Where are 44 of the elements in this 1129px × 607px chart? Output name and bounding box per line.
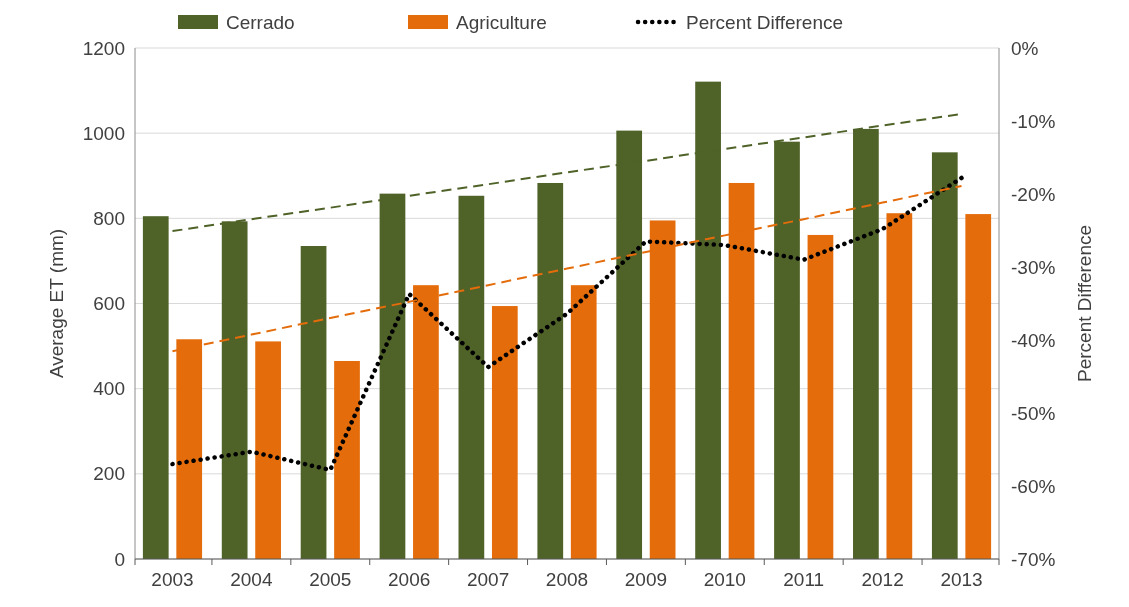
bar (300, 246, 327, 559)
line-series (170, 175, 964, 473)
y2-tick-label: -40% (1011, 329, 1056, 351)
y2-tick-label: -50% (1011, 402, 1056, 424)
bar (458, 195, 485, 559)
x-tick-label: 2007 (466, 569, 510, 590)
x-tick-label: 2004 (230, 569, 273, 590)
y2-tick-label: -60% (1011, 475, 1056, 497)
x-tick-label: 2008 (545, 569, 589, 590)
y2-tick-label: -20% (1011, 183, 1056, 205)
y-tick-label: 800 (93, 207, 125, 229)
y-tick-label: 200 (93, 463, 125, 485)
bar (334, 360, 360, 559)
y-tick-label: 600 (93, 293, 125, 315)
bar (886, 213, 913, 559)
legend-label: Cerrado (226, 11, 295, 33)
bar (537, 182, 564, 559)
bar (255, 341, 281, 559)
x-tick-label: 2013 (940, 569, 983, 590)
x-tick-label: 2006 (388, 569, 431, 590)
y2-tick-label: -10% (1011, 110, 1056, 132)
x-tick-label: 2009 (624, 569, 668, 590)
y2-tick-label: -70% (1011, 548, 1056, 570)
y2-tick-label: -30% (1011, 256, 1056, 278)
x-tick-label: 2011 (783, 569, 825, 590)
bar (807, 234, 834, 559)
legend-label: Agriculture (456, 11, 547, 33)
bar (570, 285, 597, 559)
y2-axis-title: Percent Difference (1074, 224, 1095, 383)
x-tick-label: 2010 (703, 569, 746, 590)
x-tick-label: 2003 (151, 569, 194, 590)
y-tick-label: 1000 (82, 122, 125, 144)
y-axis-title: Average ET (mm) (46, 228, 67, 379)
x-tick-label: 2005 (309, 569, 352, 590)
y-tick-label: 1200 (82, 37, 125, 59)
bar (142, 216, 169, 559)
y2-tick-label: 0% (1011, 37, 1039, 59)
y-tick-label: 400 (93, 378, 125, 400)
y-tick-label: 0 (114, 548, 125, 570)
bar (931, 152, 958, 559)
legend-label: Percent Difference (686, 11, 844, 33)
bar (491, 306, 518, 559)
x-tick-label: 2012 (861, 569, 904, 590)
bar (965, 214, 992, 559)
